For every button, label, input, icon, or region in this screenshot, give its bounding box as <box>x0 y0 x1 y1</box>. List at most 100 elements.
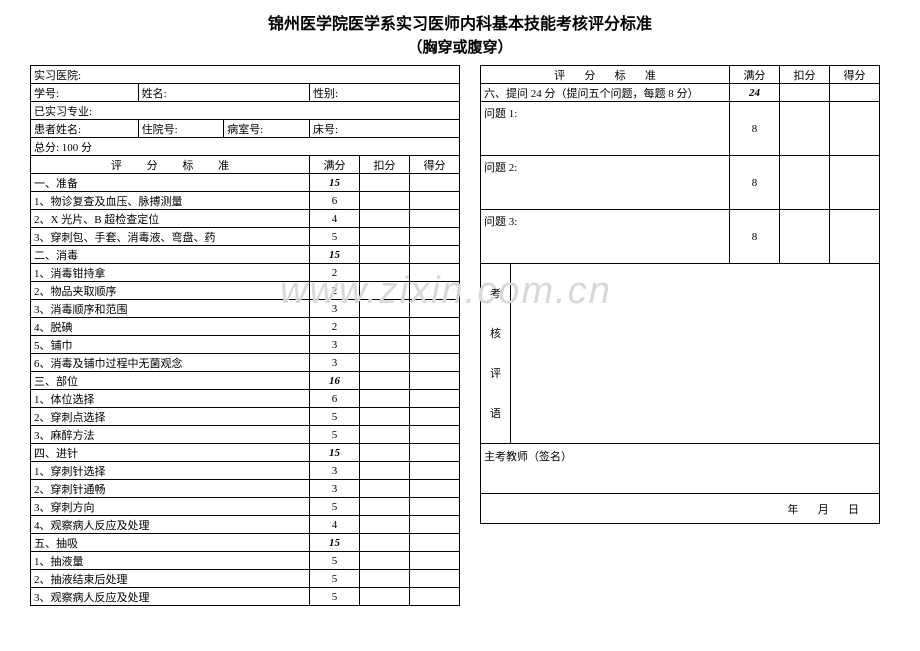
row-deduct <box>360 444 410 462</box>
q-label: 问题 3: <box>481 210 730 264</box>
left-column: 实习医院: 学号: 姓名: 性别: 已实习专业: 患者姓名: 住院号: 病室号:… <box>30 65 460 606</box>
q-title-score: 24 <box>730 84 780 102</box>
row-deduct <box>360 210 410 228</box>
row-deduct <box>360 318 410 336</box>
rhdr-c3: 标 <box>615 70 626 82</box>
row-full: 5 <box>310 408 360 426</box>
row-full: 6 <box>310 390 360 408</box>
row-full: 5 <box>310 426 360 444</box>
row-score <box>410 372 460 390</box>
rhdr-c4: 准 <box>645 70 656 82</box>
row-full: 3 <box>310 336 360 354</box>
row-score <box>410 174 460 192</box>
table-row: 1、抽液量5 <box>31 552 460 570</box>
hdr-c4: 准 <box>218 160 229 172</box>
day-label: 日 <box>848 504 859 516</box>
cl0: 考 <box>484 274 507 314</box>
table-row: 5、铺巾3 <box>31 336 460 354</box>
row-label: 1、穿刺针选择 <box>31 462 310 480</box>
q-deduct <box>780 156 830 210</box>
table-row: 3、穿刺方向5 <box>31 498 460 516</box>
row-full: 3 <box>310 462 360 480</box>
q-deduct <box>780 102 830 156</box>
rhdr-c1: 评 <box>554 70 565 82</box>
row-label: 3、消毒顺序和范围 <box>31 300 310 318</box>
comment-label: 考 核 评 语 <box>481 264 511 444</box>
table-row: 2、X 光片、B 超检查定位4 <box>31 210 460 228</box>
row-label: 四、进针 <box>31 444 310 462</box>
q-title-got <box>830 84 880 102</box>
row-full: 2 <box>310 282 360 300</box>
row-score <box>410 264 460 282</box>
table-row: 1、体位选择6 <box>31 390 460 408</box>
question-row: 问题 3:8 <box>481 210 880 264</box>
ward-label: 病室号: <box>224 120 310 138</box>
q-score <box>830 156 880 210</box>
row-label: 1、消毒钳持拿 <box>31 264 310 282</box>
row-score <box>410 426 460 444</box>
table-row: 4、观察病人反应及处理4 <box>31 516 460 534</box>
row-score <box>410 354 460 372</box>
sig-row: 主考教师（签名） <box>481 444 880 494</box>
row-label: 4、观察病人反应及处理 <box>31 516 310 534</box>
rhdr-deduct: 扣分 <box>780 66 830 84</box>
q-title-deduct <box>780 84 830 102</box>
row-label: 1、抽液量 <box>31 552 310 570</box>
name-label: 姓名: <box>138 84 309 102</box>
page-title: 锦州医学院医学系实习医师内科基本技能考核评分标准 <box>30 10 890 34</box>
table-row: 3、消毒顺序和范围3 <box>31 300 460 318</box>
row-deduct <box>360 300 410 318</box>
left-table: 实习医院: 学号: 姓名: 性别: 已实习专业: 患者姓名: 住院号: 病室号:… <box>30 65 460 606</box>
row-deduct <box>360 498 410 516</box>
row-score <box>410 300 460 318</box>
page-subtitle: （胸穿或腹穿） <box>30 36 890 57</box>
row-full: 5 <box>310 570 360 588</box>
cl2: 评 <box>484 354 507 394</box>
row-full: 2 <box>310 318 360 336</box>
row-label: 3、麻醉方法 <box>31 426 310 444</box>
row-score <box>410 336 460 354</box>
row-label: 1、体位选择 <box>31 390 310 408</box>
row-deduct <box>360 408 410 426</box>
row-deduct <box>360 372 410 390</box>
row-score <box>410 210 460 228</box>
row-full: 16 <box>310 372 360 390</box>
cl3: 语 <box>484 394 507 434</box>
q-full: 8 <box>730 156 780 210</box>
row-label: 二、消毒 <box>31 246 310 264</box>
comment-row: 考 核 评 语 <box>481 264 880 444</box>
hdr-c3: 标 <box>182 160 193 172</box>
sex-label: 性别: <box>310 84 460 102</box>
hospital-label: 实习医院: <box>31 66 460 84</box>
table-row: 1、物诊复查及血压、脉搏测量6 <box>31 192 460 210</box>
row-label: 2、X 光片、B 超检查定位 <box>31 210 310 228</box>
table-row: 五、抽吸15 <box>31 534 460 552</box>
hdr-c1: 评 <box>111 160 122 172</box>
row-deduct <box>360 336 410 354</box>
row-score <box>410 534 460 552</box>
date-cell: 年 月 日 <box>481 494 880 524</box>
row-full: 15 <box>310 534 360 552</box>
left-header-row: 评 分 标 准 满分 扣分 得分 <box>31 156 460 174</box>
row-label: 6、消毒及铺巾过程中无菌观念 <box>31 354 310 372</box>
row-score <box>410 588 460 606</box>
row-score <box>410 480 460 498</box>
comment-body <box>511 264 880 444</box>
row-score <box>410 246 460 264</box>
row-label: 4、脱碘 <box>31 318 310 336</box>
row-deduct <box>360 480 410 498</box>
row-label: 1、物诊复查及血压、脉搏测量 <box>31 192 310 210</box>
row-score <box>410 390 460 408</box>
table-row: 二、消毒15 <box>31 246 460 264</box>
rhdr-score: 得分 <box>830 66 880 84</box>
table-row: 2、穿刺针通畅3 <box>31 480 460 498</box>
table-row: 4、脱碘2 <box>31 318 460 336</box>
row-score <box>410 408 460 426</box>
row-label: 3、穿刺包、手套、消毒液、弯盘、药 <box>31 228 310 246</box>
row-deduct <box>360 390 410 408</box>
row-deduct <box>360 282 410 300</box>
row-score <box>410 570 460 588</box>
table-row: 2、抽液结束后处理5 <box>31 570 460 588</box>
row-full: 3 <box>310 300 360 318</box>
q-full: 8 <box>730 102 780 156</box>
